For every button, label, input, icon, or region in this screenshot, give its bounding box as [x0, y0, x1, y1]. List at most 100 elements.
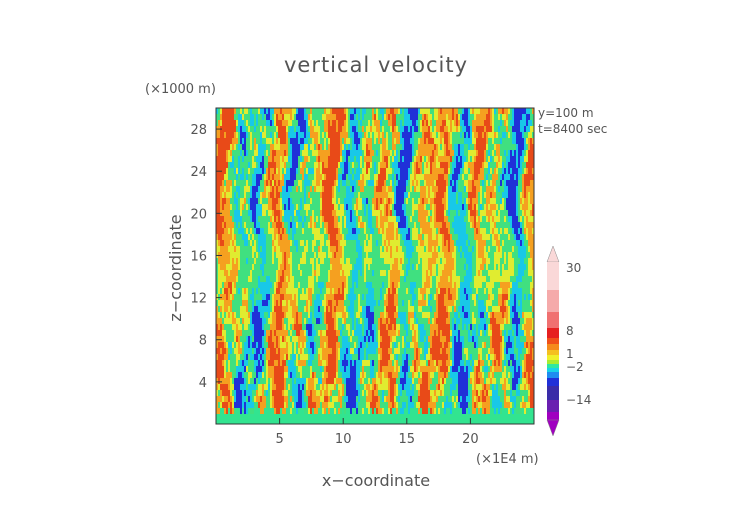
field-cell — [414, 354, 416, 361]
field-cell — [506, 156, 510, 163]
field-cell — [460, 246, 462, 253]
field-cell — [444, 342, 448, 349]
field-cell — [410, 264, 412, 271]
field-cell — [472, 204, 474, 211]
field-cell — [502, 162, 504, 169]
field-cell — [250, 396, 252, 403]
field-cell — [384, 108, 386, 115]
field-cell — [468, 198, 470, 205]
field-cell — [286, 138, 288, 145]
field-cell — [456, 210, 458, 217]
field-cell — [446, 408, 450, 415]
field-cell — [288, 156, 292, 163]
field-cell — [248, 372, 252, 379]
field-cell — [512, 222, 520, 229]
field-cell — [286, 312, 292, 319]
field-cell — [410, 288, 414, 295]
field-cell — [524, 198, 528, 205]
field-cell — [482, 384, 484, 391]
field-cell — [520, 318, 524, 325]
field-cell — [226, 360, 228, 367]
field-cell — [434, 372, 438, 379]
field-cell — [488, 294, 490, 301]
field-cell — [398, 372, 400, 379]
field-cell — [526, 246, 528, 253]
field-cell — [380, 120, 382, 127]
field-cell — [366, 150, 370, 157]
field-cell — [472, 108, 474, 115]
field-cell — [394, 210, 396, 217]
field-cell — [508, 288, 510, 295]
field-cell — [524, 312, 532, 319]
field-cell — [480, 108, 488, 115]
field-cell — [372, 282, 382, 289]
field-cell — [292, 306, 298, 313]
field-cell — [366, 276, 388, 283]
field-cell — [244, 342, 248, 349]
field-cell — [412, 120, 416, 127]
field-cell — [320, 288, 322, 295]
field-cell — [396, 354, 398, 361]
field-cell — [388, 114, 390, 121]
field-cell — [454, 282, 456, 289]
field-cell — [310, 132, 318, 139]
field-cell — [304, 168, 306, 175]
field-cell — [328, 360, 336, 367]
field-cell — [252, 108, 258, 115]
field-cell — [470, 306, 478, 313]
field-cell — [362, 258, 364, 265]
field-cell — [278, 234, 280, 241]
field-cell — [322, 186, 324, 193]
field-cell — [294, 210, 296, 217]
field-cell — [428, 126, 430, 133]
field-cell — [518, 264, 526, 271]
field-cell — [274, 132, 276, 139]
field-cell — [296, 246, 298, 253]
field-cell — [382, 234, 386, 241]
field-cell — [250, 114, 254, 121]
field-cell — [468, 210, 470, 217]
field-cell — [420, 240, 424, 247]
field-cell — [436, 366, 438, 373]
field-cell — [420, 372, 422, 379]
field-cell — [226, 222, 234, 229]
field-cell — [316, 372, 322, 379]
field-cell — [262, 396, 266, 403]
field-cell — [318, 360, 322, 367]
field-cell — [312, 180, 316, 187]
field-cell — [354, 108, 356, 115]
field-cell — [390, 282, 392, 289]
field-cell — [482, 342, 484, 349]
field-cell — [442, 198, 446, 205]
field-cell — [526, 294, 528, 301]
field-cell — [390, 390, 394, 397]
field-cell — [242, 138, 244, 145]
field-cell — [428, 372, 430, 379]
field-cell — [230, 210, 234, 217]
field-cell — [458, 126, 460, 133]
field-cell — [310, 372, 312, 379]
field-cell — [410, 258, 418, 265]
field-cell — [442, 390, 444, 397]
field-cell — [420, 354, 424, 361]
field-cell — [488, 390, 492, 397]
field-cell — [530, 384, 534, 391]
field-cell — [426, 114, 428, 121]
field-cell — [530, 138, 532, 145]
field-cell — [258, 390, 262, 397]
field-cell — [360, 294, 362, 301]
field-cell — [388, 162, 390, 169]
field-cell — [428, 342, 430, 349]
field-cell — [404, 126, 408, 133]
field-cell — [430, 156, 434, 163]
field-cell — [298, 384, 300, 391]
field-cell — [278, 258, 282, 265]
field-cell — [444, 390, 450, 397]
field-cell — [314, 144, 316, 151]
field-cell — [254, 252, 256, 259]
field-cell — [362, 324, 364, 331]
field-cell — [404, 360, 408, 367]
field-cell — [432, 282, 436, 289]
field-cell — [490, 366, 492, 373]
field-cell — [364, 210, 366, 217]
